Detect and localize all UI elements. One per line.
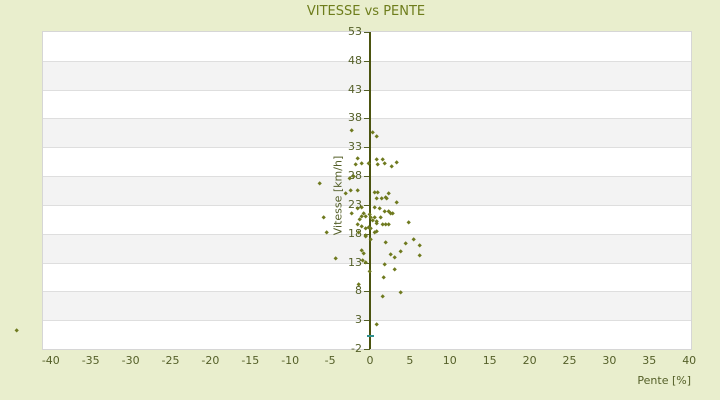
data-point <box>392 254 398 260</box>
y-tick-mark <box>364 32 370 33</box>
x-tick-label: -5 <box>324 354 336 367</box>
data-point <box>393 200 399 206</box>
data-point <box>356 230 362 235</box>
x-tick-label: -35 <box>81 354 100 367</box>
points-layer <box>14 32 691 349</box>
data-point <box>359 161 365 167</box>
y-tick-mark <box>364 291 370 293</box>
background-bands <box>43 32 691 349</box>
data-point <box>374 134 380 140</box>
y-tick-mark <box>364 176 370 178</box>
data-point <box>392 267 398 272</box>
y-tick-label: 8 <box>355 284 362 298</box>
data-point <box>349 128 355 133</box>
data-point <box>380 294 386 300</box>
x-tick-label: -10 <box>281 354 300 367</box>
data-point <box>321 215 327 221</box>
y-tick-label: 33 <box>348 140 362 154</box>
data-point <box>373 220 379 226</box>
x-tick-label: -40 <box>41 354 60 367</box>
data-point <box>394 159 400 165</box>
y-tick-label: 3 <box>355 313 362 327</box>
data-point <box>362 260 368 266</box>
data-point <box>348 188 354 194</box>
plot-band <box>43 233 691 263</box>
y-tick-mark <box>364 204 370 206</box>
y-tick-label: 43 <box>348 82 362 96</box>
data-point <box>358 204 364 210</box>
y-tick-mark <box>364 349 370 350</box>
data-point <box>417 253 422 259</box>
x-tick-label: 25 <box>562 354 577 367</box>
x-tick-label: -30 <box>121 354 140 367</box>
data-point <box>381 275 386 280</box>
data-point <box>333 256 339 262</box>
data-point <box>317 181 323 187</box>
grid-and-ticks-layer: 53484338332823181383-2-40-35-30-25-20-15… <box>42 26 696 367</box>
data-point <box>14 328 19 334</box>
x-tick-label: -20 <box>201 354 220 367</box>
data-point <box>403 241 409 247</box>
zero-tick-marker <box>366 334 374 337</box>
data-point <box>353 162 359 167</box>
y-axis-line <box>369 32 371 349</box>
x-tick-label: 40 <box>682 354 697 367</box>
data-point <box>382 161 388 167</box>
x-tick-label: 30 <box>602 354 617 367</box>
x-tick-label: 15 <box>482 354 497 367</box>
data-point <box>377 215 383 221</box>
x-tick-label: 0 <box>366 354 374 367</box>
data-point <box>366 269 372 275</box>
x-tick-label: 5 <box>406 354 414 367</box>
data-point <box>417 242 422 248</box>
y-tick-mark <box>364 60 370 62</box>
data-point <box>372 230 378 236</box>
x-tick-label: -15 <box>241 354 260 367</box>
y-tick-mark <box>364 89 370 91</box>
data-point <box>361 250 366 256</box>
data-point <box>375 162 381 167</box>
data-point <box>397 290 403 296</box>
y-tick-mark <box>364 320 370 322</box>
y-tick-label: 38 <box>348 111 362 125</box>
data-point <box>366 161 371 166</box>
plot-band <box>43 176 691 205</box>
plot-area: 53484338332823181383-2-40-35-30-25-20-15… <box>14 26 696 387</box>
data-point <box>355 188 361 193</box>
y-tick-label: 53 <box>348 25 362 38</box>
y-tick-label: 48 <box>348 53 362 67</box>
data-point <box>381 261 387 267</box>
data-point <box>324 230 330 236</box>
data-point <box>389 164 394 170</box>
data-point <box>368 237 374 242</box>
y-tick-mark <box>364 147 370 149</box>
y-tick-mark <box>364 118 370 120</box>
x-tick-label: -25 <box>161 354 180 367</box>
data-point <box>374 321 380 327</box>
data-point <box>369 130 375 136</box>
x-axis-title: Pente [%] <box>637 374 691 387</box>
data-point <box>349 211 355 216</box>
data-point <box>385 190 391 196</box>
data-point <box>411 237 417 242</box>
x-tick-label: 35 <box>642 354 657 367</box>
data-point <box>375 189 381 195</box>
data-point <box>356 282 362 287</box>
data-point <box>383 240 389 246</box>
x-tick-label: 20 <box>522 354 537 367</box>
y-tick-label: -2 <box>351 342 362 355</box>
data-point <box>385 222 391 228</box>
data-point <box>354 156 360 162</box>
data-point <box>398 249 404 255</box>
data-point <box>405 220 411 226</box>
y-tick-label: 13 <box>348 255 362 269</box>
data-point <box>377 205 382 211</box>
plot-band <box>43 291 691 321</box>
y-axis-title: Vitesse [km/h] <box>331 155 345 236</box>
plot-band <box>43 118 691 148</box>
data-point <box>372 204 378 210</box>
x-tick-label: 10 <box>442 354 457 367</box>
chart-title: VITESSE vs PENTE <box>306 4 426 19</box>
